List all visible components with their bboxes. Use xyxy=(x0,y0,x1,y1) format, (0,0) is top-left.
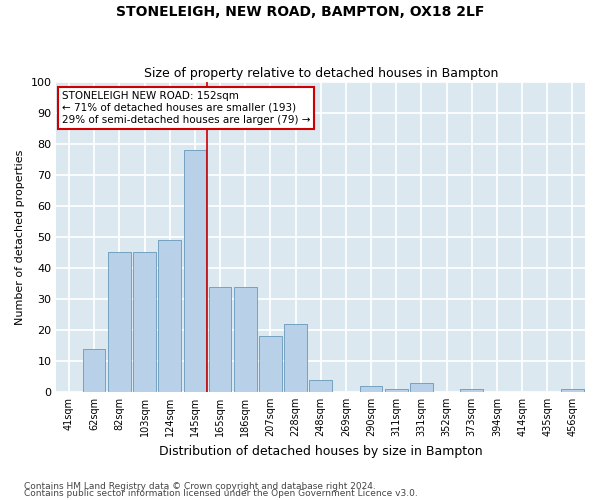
Bar xyxy=(360,386,382,392)
Bar xyxy=(158,240,181,392)
Bar xyxy=(460,389,483,392)
Text: Contains public sector information licensed under the Open Government Licence v3: Contains public sector information licen… xyxy=(24,489,418,498)
Bar xyxy=(259,336,281,392)
Bar xyxy=(310,380,332,392)
Title: Size of property relative to detached houses in Bampton: Size of property relative to detached ho… xyxy=(143,66,498,80)
Bar xyxy=(284,324,307,392)
X-axis label: Distribution of detached houses by size in Bampton: Distribution of detached houses by size … xyxy=(159,444,482,458)
Y-axis label: Number of detached properties: Number of detached properties xyxy=(15,150,25,324)
Bar xyxy=(108,252,131,392)
Bar xyxy=(234,286,257,392)
Bar xyxy=(184,150,206,392)
Bar xyxy=(209,286,232,392)
Text: STONELEIGH, NEW ROAD, BAMPTON, OX18 2LF: STONELEIGH, NEW ROAD, BAMPTON, OX18 2LF xyxy=(116,5,484,19)
Bar xyxy=(410,382,433,392)
Text: STONELEIGH NEW ROAD: 152sqm
← 71% of detached houses are smaller (193)
29% of se: STONELEIGH NEW ROAD: 152sqm ← 71% of det… xyxy=(62,92,310,124)
Text: Contains HM Land Registry data © Crown copyright and database right 2024.: Contains HM Land Registry data © Crown c… xyxy=(24,482,376,491)
Bar xyxy=(561,389,584,392)
Bar xyxy=(83,348,106,392)
Bar xyxy=(133,252,156,392)
Bar xyxy=(385,389,407,392)
